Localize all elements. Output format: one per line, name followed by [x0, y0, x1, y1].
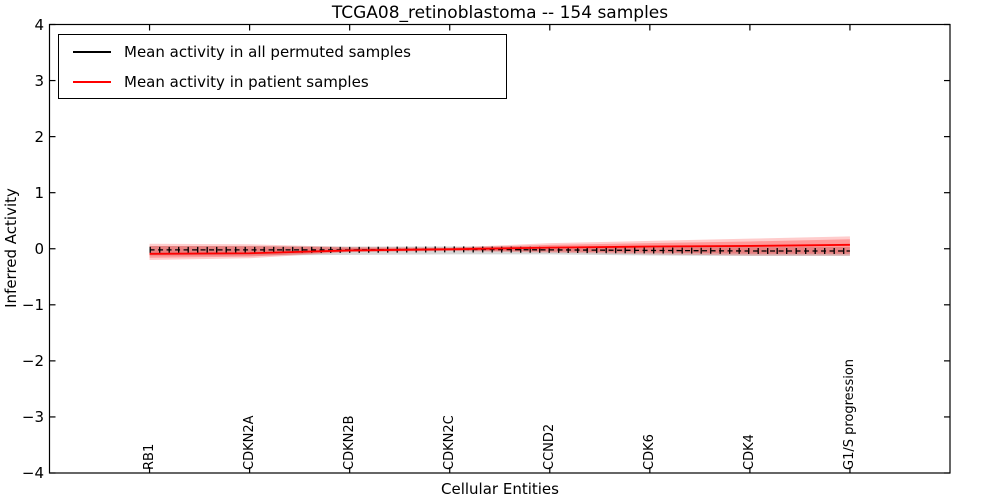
legend-line-permuted-icon	[73, 51, 111, 53]
y-tick-label: 2	[34, 127, 44, 146]
patient-mean-line	[149, 243, 850, 255]
permuted-mean-line	[149, 248, 850, 252]
x-tick-label: CDKN2C	[441, 415, 457, 470]
x-tick-label: CDK6	[641, 434, 657, 470]
legend-entry-patient: Mean activity in patient samples	[59, 67, 506, 97]
x-tick-label: CDK4	[741, 434, 757, 470]
y-tick-label: 4	[34, 15, 44, 34]
y-tick-label: −2	[21, 351, 44, 370]
y-tick-label: 0	[34, 239, 44, 258]
legend-line-patient-icon	[73, 81, 111, 83]
x-tick-label: CCND2	[541, 423, 557, 470]
x-tick-label: G1/S progression	[841, 358, 857, 470]
x-tick-label: CDKN2A	[241, 415, 257, 470]
y-tick-label: −4	[21, 464, 44, 482]
x-tick-label: RB1	[141, 443, 157, 470]
legend-label-permuted: Mean activity in all permuted samples	[124, 43, 411, 61]
y-tick-label: 3	[34, 71, 44, 90]
y-tick-label: 1	[34, 183, 44, 202]
legend: Mean activity in all permuted samples Me…	[58, 34, 507, 99]
y-tick-label: −3	[21, 407, 44, 426]
x-tick-label: CDKN2B	[341, 415, 357, 470]
y-tick-label: −1	[21, 295, 44, 314]
x-axis-label: Cellular Entities	[441, 480, 559, 498]
legend-label-patient: Mean activity in patient samples	[124, 73, 369, 91]
legend-entry-permuted: Mean activity in all permuted samples	[59, 37, 506, 67]
chart-title: TCGA08_retinoblastoma -- 154 samples	[331, 3, 669, 23]
permuted-samples-spread-band	[149, 245, 850, 257]
